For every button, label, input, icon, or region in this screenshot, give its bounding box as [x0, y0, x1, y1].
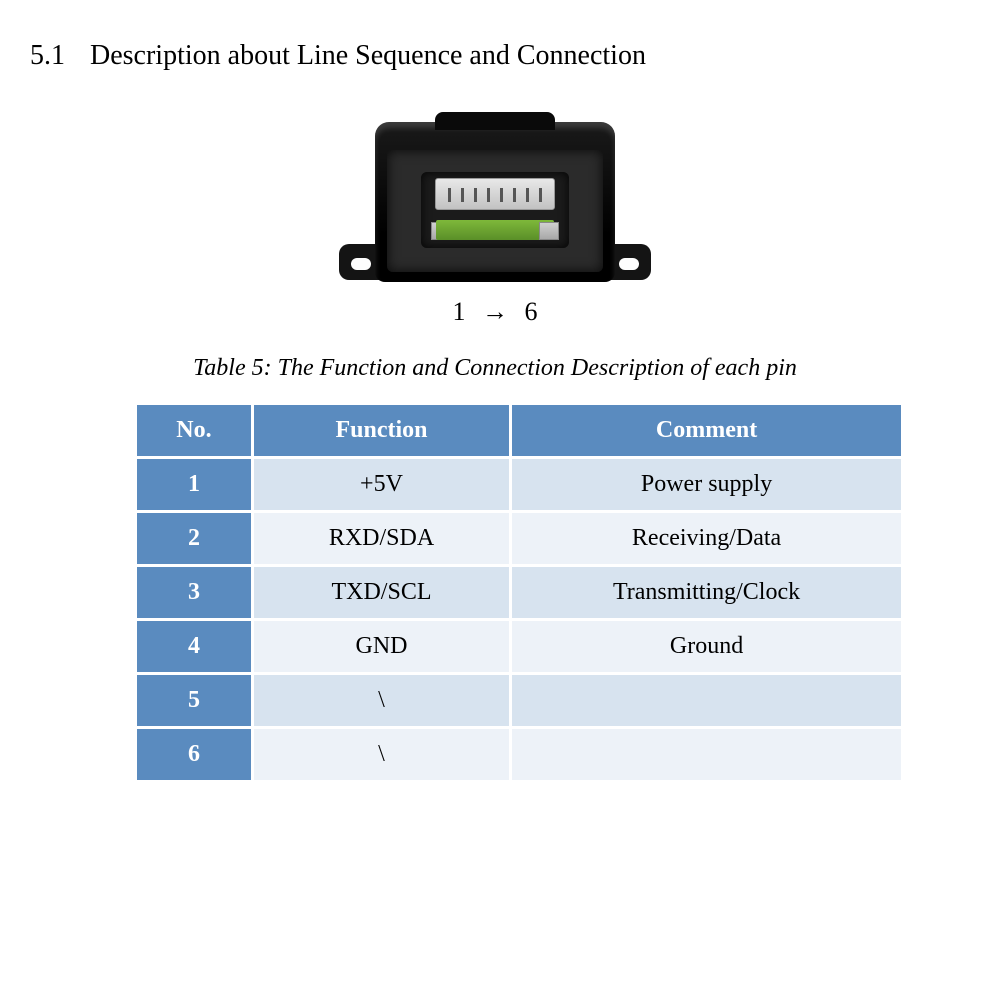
connector-pcb — [436, 220, 554, 240]
pin-start: 1 — [453, 297, 466, 326]
connector-pin — [474, 188, 477, 202]
device-figure — [20, 122, 970, 287]
cell-function: \ — [252, 674, 510, 728]
table-row: 2 RXD/SDA Receiving/Data — [136, 512, 903, 566]
device-illustration — [345, 122, 645, 282]
heading-title: Description about Line Sequence and Conn… — [90, 40, 646, 72]
cell-function: +5V — [252, 458, 510, 512]
mount-hole-right — [619, 258, 639, 270]
pin-end: 6 — [525, 297, 538, 326]
device-body — [375, 122, 615, 282]
cell-comment: Power supply — [511, 458, 903, 512]
table-header-row: No. Function Comment — [136, 404, 903, 458]
connector-metal-right — [539, 222, 559, 240]
cell-function: RXD/SDA — [252, 512, 510, 566]
cell-function: \ — [252, 728, 510, 782]
mount-hole-left — [351, 258, 371, 270]
cell-no: 4 — [136, 620, 253, 674]
connector-pin — [526, 188, 529, 202]
cell-comment — [511, 728, 903, 782]
connector-pin — [487, 188, 490, 202]
connector-pin — [539, 188, 542, 202]
arrow-icon: → — [482, 297, 508, 327]
section-heading: 5.1 Description about Line Sequence and … — [30, 40, 970, 72]
col-header-function: Function — [252, 404, 510, 458]
connector-housing — [435, 178, 555, 210]
connector-pin — [513, 188, 516, 202]
cell-no: 1 — [136, 458, 253, 512]
device-front-plate — [387, 150, 603, 272]
connector-pin — [461, 188, 464, 202]
table-row: 4 GND Ground — [136, 620, 903, 674]
col-header-no: No. — [136, 404, 253, 458]
cell-comment — [511, 674, 903, 728]
cell-no: 5 — [136, 674, 253, 728]
connector-pin — [448, 188, 451, 202]
cell-comment: Ground — [511, 620, 903, 674]
table-row: 5 \ — [136, 674, 903, 728]
cell-no: 3 — [136, 566, 253, 620]
col-header-comment: Comment — [511, 404, 903, 458]
cell-comment: Transmitting/Clock — [511, 566, 903, 620]
cell-function: TXD/SCL — [252, 566, 510, 620]
connector-pin-row — [448, 188, 542, 202]
cell-function: GND — [252, 620, 510, 674]
cell-no: 2 — [136, 512, 253, 566]
device-top-protrusion — [435, 112, 555, 130]
table-row: 6 \ — [136, 728, 903, 782]
pin-direction-label: 1 → 6 — [20, 297, 970, 327]
table-caption: Table 5: The Function and Connection Des… — [20, 355, 970, 382]
connector-port — [421, 172, 569, 248]
cell-comment: Receiving/Data — [511, 512, 903, 566]
pin-function-table: No. Function Comment 1 +5V Power supply … — [134, 402, 904, 783]
connector-pin — [500, 188, 503, 202]
heading-number: 5.1 — [30, 40, 65, 72]
table-row: 3 TXD/SCL Transmitting/Clock — [136, 566, 903, 620]
cell-no: 6 — [136, 728, 253, 782]
table-row: 1 +5V Power supply — [136, 458, 903, 512]
